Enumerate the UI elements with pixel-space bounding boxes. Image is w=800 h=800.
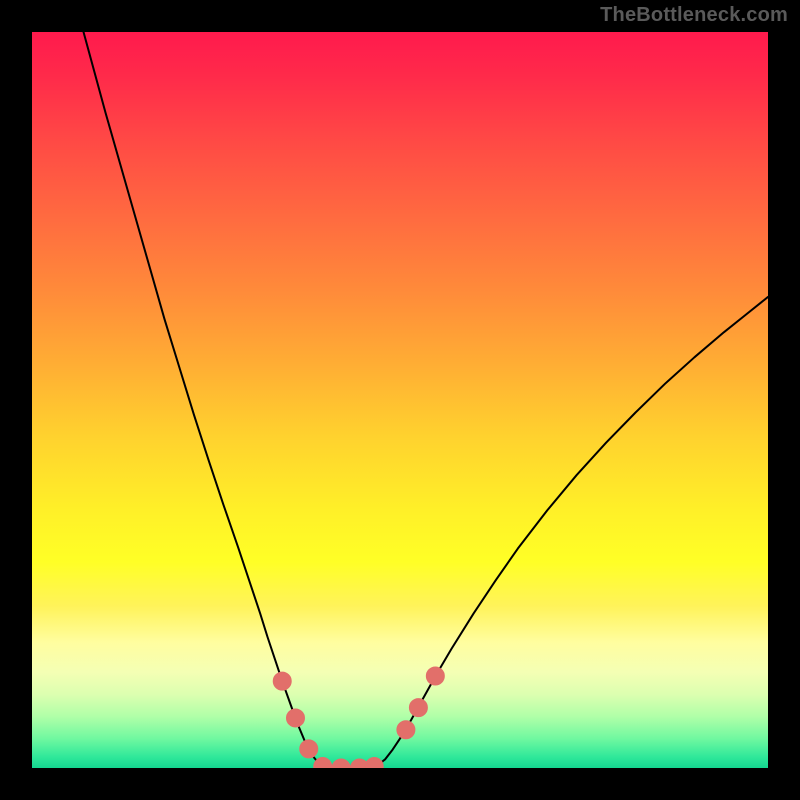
marker-point [409,699,427,717]
chart-svg [32,32,768,768]
marker-point [273,672,291,690]
chart-frame: TheBottleneck.com [0,0,800,800]
marker-point [426,667,444,685]
marker-point [300,740,318,758]
marker-point [286,709,304,727]
marker-point [397,721,415,739]
plot-area [32,32,768,768]
watermark-text: TheBottleneck.com [600,4,788,27]
gradient-background [32,32,768,768]
